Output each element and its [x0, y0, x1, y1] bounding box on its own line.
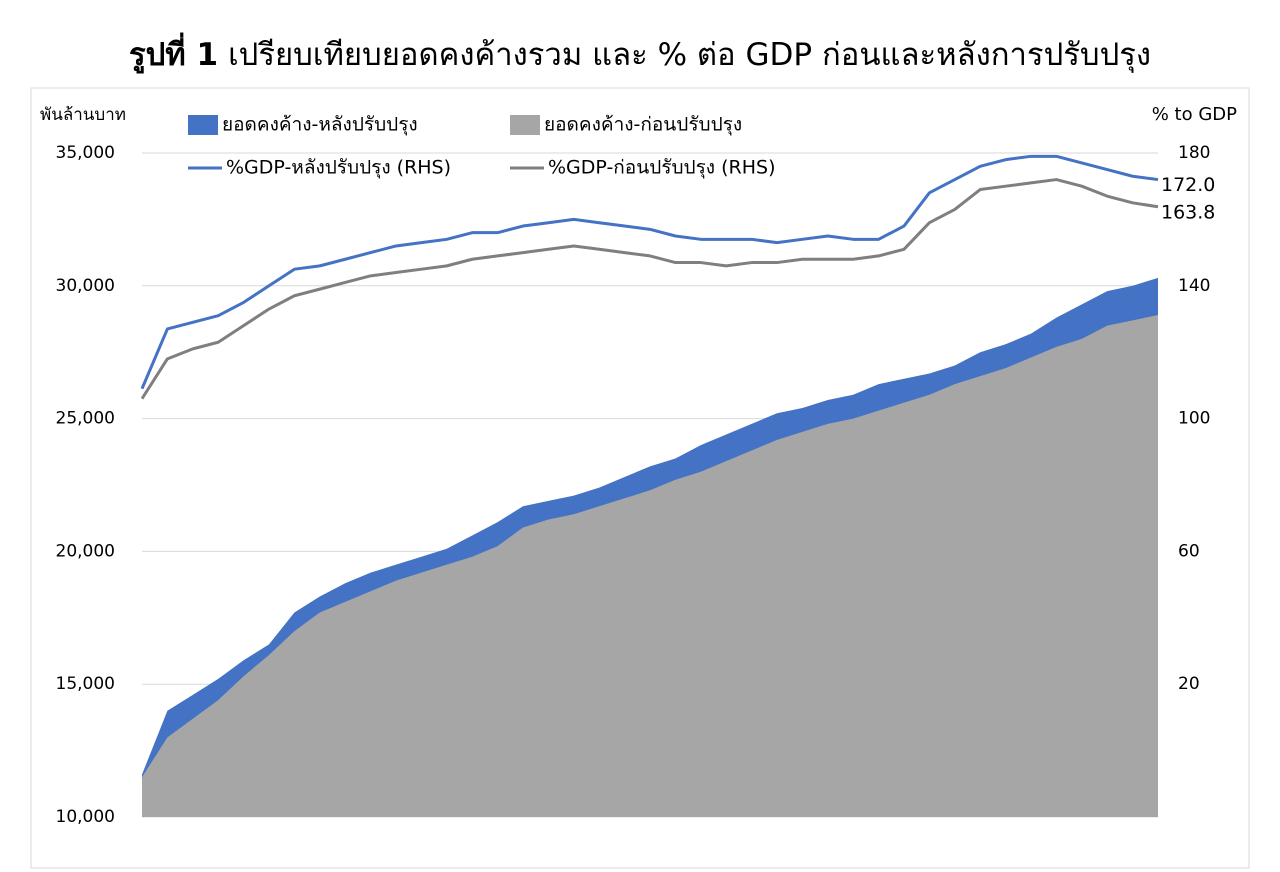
y2-tick-label: 20 [1178, 674, 1200, 694]
y-tick-label: 25,000 [56, 409, 115, 429]
y2-axis-label: % to GDP [1152, 104, 1237, 125]
line [140, 154, 1159, 390]
y-tick-label: 20,000 [56, 541, 115, 561]
legend-swatch [188, 115, 218, 135]
area [142, 315, 1158, 817]
y2-tick-label: 60 [1178, 541, 1200, 561]
y2-tick-label: 140 [1178, 276, 1210, 296]
legend-swatch [510, 115, 540, 135]
chart-title: รูปที่ 1 เปรียบเทียบยอดคงค้างรวม และ % ต่… [129, 32, 1151, 74]
y-axis-label: พันล้านบาท [40, 105, 126, 125]
line [140, 178, 1159, 400]
title-prefix: รูปที่ 1 [129, 32, 218, 74]
title-text: เปรียบเทียบยอดคงค้างรวม และ % ต่อ GDP ก่… [228, 37, 1151, 74]
value-label: 172.0 [1161, 174, 1215, 196]
legend-label: %GDP-ก่อนปรับปรุง (RHS) [548, 157, 776, 180]
y-tick-label: 30,000 [56, 276, 115, 296]
value-label: 163.8 [1161, 201, 1215, 223]
legend-label: ยอดคงค้าง-หลังปรับปรุง [222, 114, 418, 137]
legend-label: ยอดคงค้าง-ก่อนปรับปรุง [544, 114, 742, 137]
y2-tick-label: 100 [1178, 409, 1210, 429]
y-tick-label: 10,000 [56, 807, 115, 827]
y2-tick-label: 180 [1178, 143, 1210, 163]
y-tick-label: 35,000 [56, 143, 115, 163]
y-tick-label: 15,000 [56, 674, 115, 694]
legend-label: %GDP-หลังปรับปรุง (RHS) [226, 157, 451, 180]
